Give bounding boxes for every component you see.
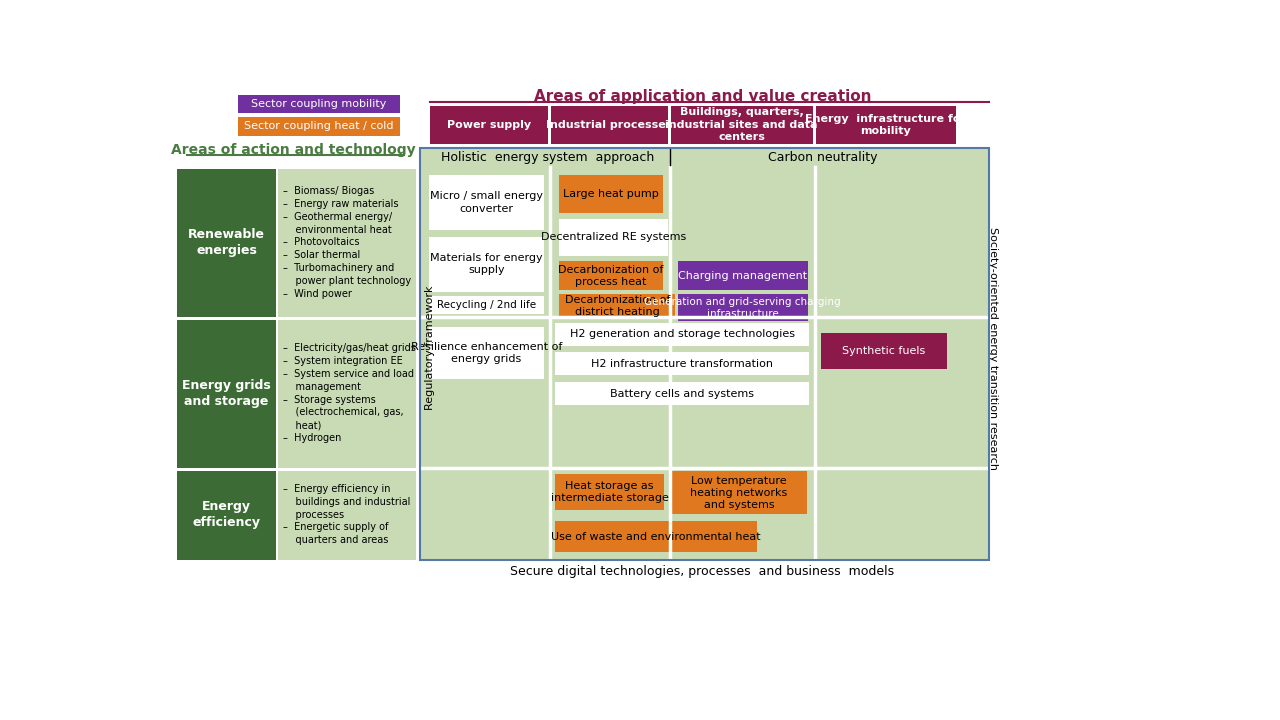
Text: Charging management: Charging management (678, 271, 808, 281)
Text: Industrial processes: Industrial processes (547, 120, 672, 130)
Text: Society-oriented energy transition research: Society-oriented energy transition resea… (988, 227, 998, 469)
Bar (556, 382, 809, 405)
Bar (671, 107, 813, 144)
Text: Power supply: Power supply (447, 120, 531, 130)
Text: Sector coupling mobility: Sector coupling mobility (251, 99, 387, 109)
Text: Renewable
energies: Renewable energies (188, 228, 265, 257)
Text: –  Biomass/ Biogas
–  Energy raw materials
–  Geothermal energy/
    environment: – Biomass/ Biogas – Energy raw materials… (283, 186, 411, 299)
Bar (278, 320, 416, 467)
Bar (429, 296, 544, 313)
Bar (556, 521, 756, 552)
Text: –  Energy efficiency in
    buildings and industrial
    processes
–  Energetic : – Energy efficiency in buildings and ind… (283, 484, 411, 545)
Text: Heat storage as
intermediate storage: Heat storage as intermediate storage (550, 481, 668, 503)
Bar (429, 237, 544, 292)
Text: Resilience enhancement of
energy grids: Resilience enhancement of energy grids (411, 341, 562, 364)
Bar (559, 261, 663, 290)
Bar (278, 168, 416, 318)
Bar (677, 261, 808, 290)
Text: Use of waste and environmental heat: Use of waste and environmental heat (552, 532, 760, 542)
Text: Generation and grid-serving charging
infrastructure: Generation and grid-serving charging inf… (645, 297, 841, 320)
Text: H2 infrastructure transformation: H2 infrastructure transformation (591, 359, 773, 369)
Text: Holistic  energy system  approach: Holistic energy system approach (440, 150, 654, 163)
Text: Buildings, quarters,
industrial sites and data
centers: Buildings, quarters, industrial sites an… (666, 107, 818, 143)
Text: Low temperature
heating networks
and systems: Low temperature heating networks and sys… (690, 475, 787, 510)
Bar (820, 333, 947, 369)
Text: Materials for energy
supply: Materials for energy supply (430, 253, 543, 276)
Text: Large heat pump: Large heat pump (563, 189, 659, 199)
Text: Battery cells and systems: Battery cells and systems (611, 389, 754, 399)
Text: Regulatory framework: Regulatory framework (425, 286, 435, 410)
Text: Secure digital technologies, processes  and business  models: Secure digital technologies, processes a… (511, 565, 895, 578)
Text: Decarbonization of
process heat: Decarbonization of process heat (558, 265, 664, 287)
Text: Recycling / 2nd life: Recycling / 2nd life (436, 300, 536, 310)
Text: Areas of action and technology: Areas of action and technology (172, 143, 416, 156)
Bar (278, 471, 416, 560)
Text: Areas of application and value creation: Areas of application and value creation (534, 89, 872, 104)
Text: Micro / small energy
converter: Micro / small energy converter (430, 192, 543, 214)
Text: Carbon neutrality: Carbon neutrality (768, 150, 877, 163)
Bar (420, 148, 989, 560)
Text: Decentralized RE systems: Decentralized RE systems (540, 233, 686, 243)
Text: Energy  infrastructure for
mobility: Energy infrastructure for mobility (805, 114, 966, 136)
Bar (556, 474, 664, 510)
Bar (420, 148, 989, 560)
Bar (559, 294, 676, 318)
Bar (815, 107, 956, 144)
Bar (429, 327, 544, 379)
Bar (430, 107, 548, 144)
Bar (556, 352, 809, 375)
Bar (177, 168, 276, 318)
Bar (559, 219, 668, 256)
Bar (238, 117, 401, 135)
Bar (238, 95, 401, 113)
Bar (177, 471, 276, 560)
Text: –  Electricity/gas/heat grids
–  System integration EE
–  System service and loa: – Electricity/gas/heat grids – System in… (283, 343, 416, 443)
Bar (672, 472, 808, 514)
Text: Sector coupling heat / cold: Sector coupling heat / cold (244, 122, 394, 132)
Text: H2 generation and storage technologies: H2 generation and storage technologies (570, 329, 795, 339)
Text: Energy
efficiency: Energy efficiency (193, 500, 261, 529)
Bar (177, 320, 276, 467)
Bar (677, 294, 808, 321)
Bar (429, 175, 544, 230)
Bar (559, 175, 663, 213)
Text: Decarbonization of
district heating: Decarbonization of district heating (564, 294, 669, 317)
Text: Synthetic fuels: Synthetic fuels (842, 346, 925, 356)
Bar (550, 107, 668, 144)
Text: Energy grids
and storage: Energy grids and storage (182, 379, 271, 408)
Bar (556, 323, 809, 346)
